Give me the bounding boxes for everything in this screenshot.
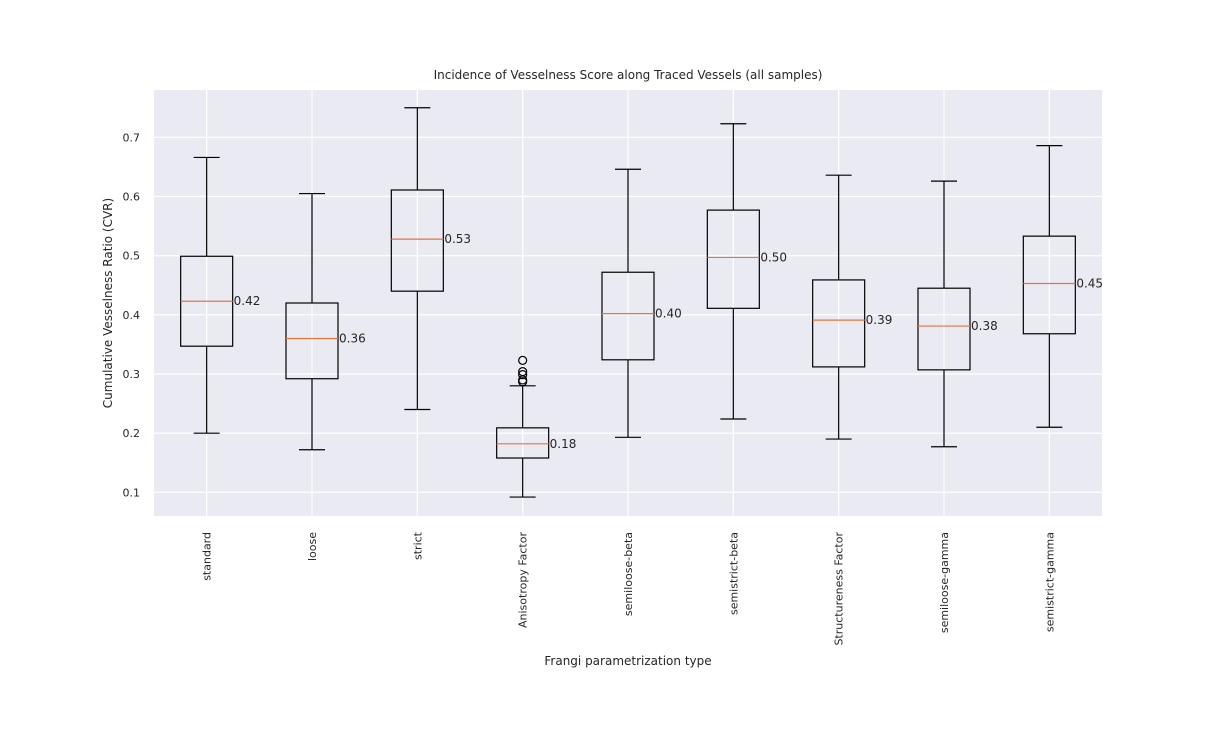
median-label: 0.40: [655, 307, 682, 321]
iqr-box: [917, 287, 971, 371]
y-tick-label: 0.7: [123, 131, 141, 144]
median-label: 0.38: [971, 319, 998, 333]
x-tick-label: Anisotropy Factor: [517, 532, 530, 628]
x-axis-label: Frangi parametrization type: [544, 654, 711, 668]
x-tick-label: semistrict-beta: [727, 532, 740, 615]
box-semiloose-gamma: 0.38: [917, 180, 998, 448]
chart-title: Incidence of Vesselness Score along Trac…: [434, 68, 823, 82]
median-label: 0.45: [1076, 276, 1103, 290]
x-tick-label: semiloose-beta: [622, 532, 635, 616]
x-axis-ticks: standard loose strict Anisotropy Factor semi…: [201, 531, 1057, 645]
x-tick-label: Structureness Factor: [833, 532, 846, 646]
iqr-box: [285, 302, 339, 380]
outlier-point: [518, 367, 528, 377]
box-strict: 0.53: [390, 107, 471, 411]
iqr-box: [1022, 235, 1076, 335]
box-standard: 0.42: [180, 156, 261, 434]
median-label: 0.39: [866, 313, 893, 327]
median-label: 0.50: [760, 250, 787, 264]
iqr-box: [706, 209, 760, 309]
box-semistrict-gamma: 0.45: [1022, 145, 1103, 428]
median-label: 0.53: [444, 232, 471, 246]
y-axis-ticks: 0.1 0.2 0.3 0.4 0.5 0.6 0.7: [123, 131, 141, 499]
outlier-point: [518, 369, 528, 380]
y-tick-label: 0.1: [123, 486, 141, 499]
outlier-point: [518, 355, 528, 365]
box-semistrict-beta: 0.50: [706, 123, 787, 420]
iqr-box: [390, 189, 444, 292]
median-label: 0.42: [234, 294, 261, 308]
y-tick-label: 0.3: [123, 368, 141, 381]
box-anisotropy-factor: 0.18: [496, 355, 577, 498]
median-label: 0.36: [339, 332, 366, 346]
box-loose: 0.36: [285, 192, 366, 451]
iqr-box: [496, 427, 550, 459]
y-tick-label: 0.6: [123, 191, 141, 204]
x-tick-label: standard: [201, 532, 214, 581]
y-tick-label: 0.4: [123, 309, 141, 322]
y-axis-label: Cumulative Vesselness Ratio (CVR): [101, 198, 115, 408]
x-tick-label: strict: [411, 531, 424, 560]
boxes: 0.42 0.36 0.53 0.18 0.40 0.50 0.39 0.38 0.45: [180, 107, 1103, 498]
y-tick-label: 0.2: [123, 427, 141, 440]
y-tick-label: 0.5: [123, 250, 141, 263]
x-tick-label: loose: [306, 532, 319, 561]
iqr-box: [601, 271, 655, 361]
box-semiloose-beta: 0.40: [601, 168, 682, 438]
x-tick-label: semiloose-gamma: [938, 532, 951, 633]
iqr-box: [812, 279, 866, 368]
box-structureness-factor: 0.39: [812, 174, 893, 440]
median-label: 0.18: [550, 437, 577, 451]
x-tick-label: semistrict-gamma: [1043, 532, 1056, 632]
